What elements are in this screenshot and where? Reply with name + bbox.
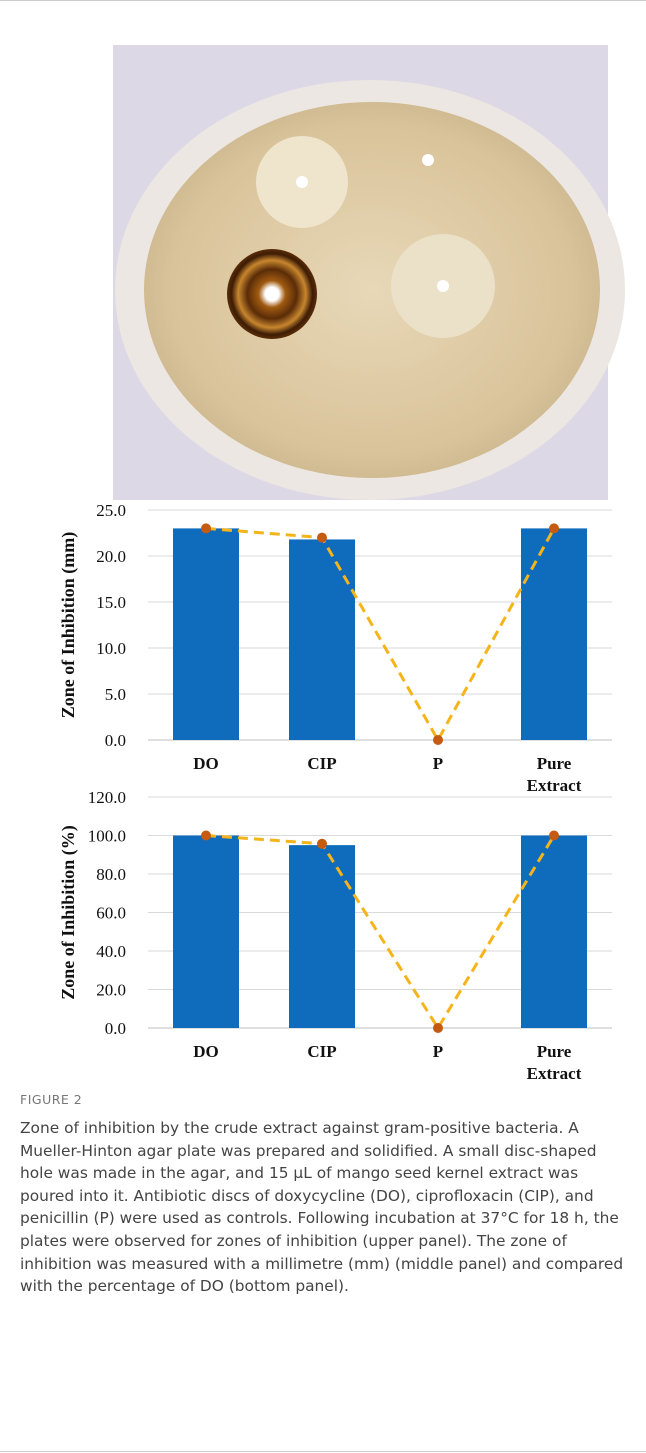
bottom-rule — [0, 1451, 646, 1452]
y-tick-label: 0.0 — [105, 1019, 126, 1038]
y-tick-label: 40.0 — [96, 942, 126, 961]
x-tick-label: P — [432, 754, 444, 773]
caption: Zone of inhibition by the crude extract … — [20, 1119, 624, 1296]
bar — [173, 528, 239, 740]
bar — [289, 539, 355, 740]
x-tick-label: Pure Extract — [526, 1042, 582, 1083]
bar — [289, 845, 355, 1028]
bar — [173, 835, 239, 1028]
y-axis-title: Zone of Inhibition (%) — [58, 825, 79, 1000]
y-tick-label: 10.0 — [96, 639, 126, 658]
y-tick-label: 120.0 — [88, 788, 126, 807]
bar — [521, 835, 587, 1028]
disc — [422, 154, 434, 166]
y-tick-label: 20.0 — [96, 981, 126, 1000]
extract-well — [227, 249, 317, 339]
bar — [521, 528, 587, 740]
x-tick-label: CIP — [307, 754, 337, 773]
marker — [317, 532, 327, 543]
x-tick-label: P — [432, 1042, 444, 1061]
marker — [549, 523, 559, 534]
agar — [144, 102, 600, 478]
y-axis-title: Zone of Inhibition (mm) — [58, 532, 79, 719]
marker — [201, 523, 211, 534]
top-rule — [0, 0, 646, 1]
y-tick-label: 15.0 — [96, 593, 126, 612]
x-tick-label: CIP — [307, 1042, 337, 1061]
y-tick-label: 0.0 — [105, 731, 126, 750]
figure-label: FIGURE 2 — [20, 1092, 83, 1107]
x-tick-label: DO — [193, 754, 219, 773]
y-tick-label: 100.0 — [88, 827, 126, 846]
y-tick-label: 60.0 — [96, 904, 126, 923]
marker — [433, 735, 443, 745]
marker — [549, 830, 559, 841]
x-tick-label: DO — [193, 1042, 219, 1061]
y-tick-label: 25.0 — [96, 501, 126, 520]
y-tick-label: 5.0 — [105, 685, 126, 704]
marker — [201, 830, 211, 841]
x-tick-label: Pure Extract — [526, 754, 582, 795]
trend-line — [205, 834, 556, 1031]
disc — [437, 280, 449, 292]
plate-photo — [113, 45, 625, 500]
trend-line — [205, 526, 556, 744]
disc — [296, 176, 308, 188]
marker — [317, 838, 327, 849]
y-tick-label: 20.0 — [96, 547, 126, 566]
y-tick-label: 80.0 — [96, 865, 126, 884]
marker — [433, 1023, 443, 1033]
